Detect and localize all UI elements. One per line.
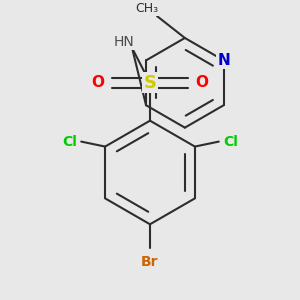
Text: S: S [143, 74, 157, 92]
Text: N: N [217, 53, 230, 68]
Text: HN: HN [114, 35, 134, 49]
Text: O: O [195, 75, 208, 90]
Text: Cl: Cl [62, 135, 77, 148]
Text: Cl: Cl [223, 135, 238, 148]
Text: CH₃: CH₃ [135, 2, 159, 15]
Text: O: O [92, 75, 105, 90]
Text: Br: Br [141, 255, 159, 269]
